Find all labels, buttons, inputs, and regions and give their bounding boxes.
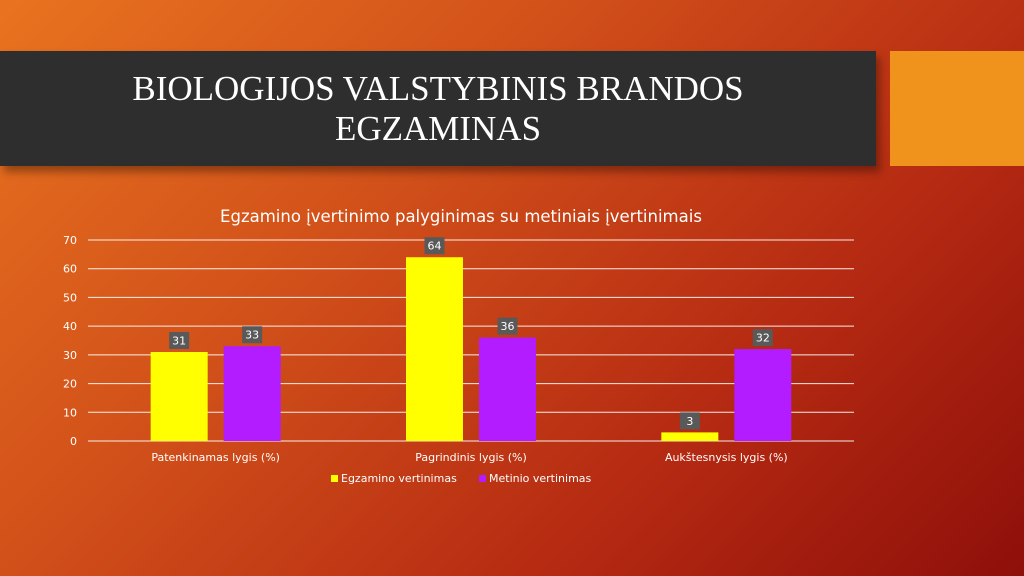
bar: [661, 432, 719, 441]
data-label-box: [169, 331, 190, 349]
y-tick-label: 30: [63, 349, 77, 362]
data-label: 31: [172, 334, 186, 347]
legend-swatch: [331, 475, 338, 482]
y-tick-label: 50: [63, 291, 77, 304]
y-tick-label: 10: [63, 406, 77, 419]
bar: [734, 349, 792, 441]
bar: [406, 257, 463, 441]
data-label: 64: [428, 240, 442, 253]
data-label-box: [497, 317, 518, 335]
legend-swatch: [479, 475, 486, 482]
data-label-box: [424, 237, 445, 255]
data-label-box: [752, 329, 773, 347]
slide-title-text: BIOLOGIJOS VALSTYBINIS BRANDOS EGZAMINAS: [132, 68, 744, 148]
data-label: 3: [686, 415, 693, 428]
data-label-box: [242, 326, 263, 344]
legend-label: Egzamino vertinimas: [341, 472, 457, 485]
y-tick-label: 40: [63, 320, 77, 333]
chart-title: Egzamino įvertinimo palyginimas su metin…: [220, 207, 702, 226]
y-tick-label: 70: [63, 234, 77, 247]
y-tick-label: 60: [63, 263, 77, 276]
legend-label: Metinio vertinimas: [489, 472, 592, 485]
data-label: 36: [501, 320, 515, 333]
y-tick-label: 0: [70, 435, 77, 448]
slide-title: BIOLOGIJOS VALSTYBINIS BRANDOS EGZAMINAS: [0, 51, 876, 166]
category-label: Aukštesnysis lygis (%): [665, 451, 788, 464]
y-tick-label: 20: [63, 378, 77, 391]
data-label-box: [679, 412, 700, 430]
accent-box: [890, 51, 1024, 166]
data-label: 33: [245, 329, 259, 342]
category-label: Patenkinamas lygis (%): [151, 451, 280, 464]
data-label: 32: [756, 332, 770, 345]
title-bar: BIOLOGIJOS VALSTYBINIS BRANDOS EGZAMINAS: [0, 51, 876, 166]
bar: [150, 351, 208, 441]
category-label: Pagrindinis lygis (%): [415, 451, 527, 464]
bar: [479, 337, 536, 441]
bar: [223, 346, 281, 441]
